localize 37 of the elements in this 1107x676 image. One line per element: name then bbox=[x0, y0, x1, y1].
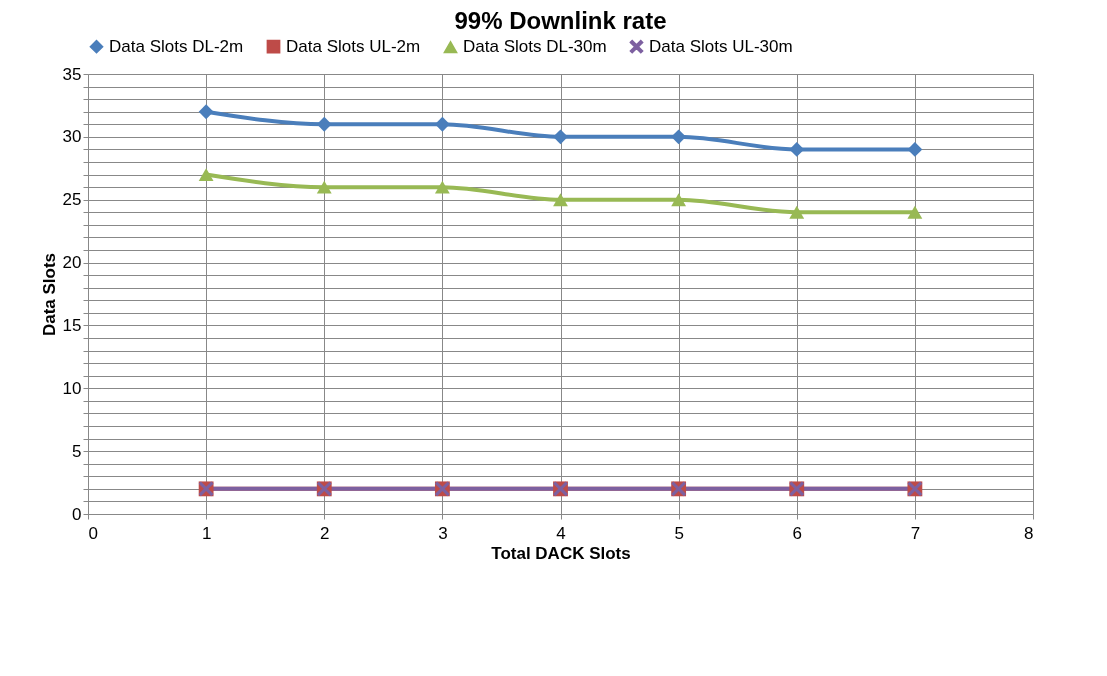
x-tick-label: 2 bbox=[320, 523, 330, 543]
x-tick-label: 7 bbox=[910, 523, 921, 543]
x-tick-label: 6 bbox=[792, 523, 802, 543]
x-tick-label: 3 bbox=[438, 523, 448, 543]
y-tick-label: 15 bbox=[62, 315, 82, 335]
y-axis-title: Data Slots bbox=[39, 252, 59, 337]
legend-label: Data Slots UL-30m bbox=[649, 36, 793, 56]
y-tick-label: 35 bbox=[62, 64, 82, 84]
point bbox=[907, 205, 923, 219]
legend-label: Data Slots UL-2m bbox=[286, 36, 421, 56]
point bbox=[198, 104, 214, 120]
y-tick-label: 25 bbox=[62, 190, 82, 210]
y-tick-label: 5 bbox=[72, 441, 82, 461]
point bbox=[553, 129, 568, 145]
x-tick-label: 8 bbox=[1024, 523, 1034, 543]
legend-label: Data Slots DL-2m bbox=[109, 36, 244, 56]
y-tick-label: 10 bbox=[62, 378, 82, 398]
x-axis-title: Total DACK Slots bbox=[491, 543, 631, 563]
point bbox=[198, 168, 214, 181]
point bbox=[316, 116, 332, 132]
y-tick-label: 0 bbox=[72, 504, 82, 524]
x-tick-label: 0 bbox=[88, 523, 98, 543]
point bbox=[789, 205, 805, 219]
x-tick-label: 5 bbox=[674, 523, 684, 543]
point bbox=[316, 180, 332, 194]
chart-title: 99% Downlink rate bbox=[454, 7, 667, 34]
x-tick-label: 1 bbox=[201, 523, 212, 543]
y-tick-label: 30 bbox=[62, 127, 82, 147]
point bbox=[671, 193, 687, 207]
legend-label: Data Slots DL-30m bbox=[463, 37, 607, 57]
point bbox=[907, 142, 923, 157]
point bbox=[553, 193, 568, 207]
x-tick-label: 4 bbox=[556, 523, 566, 543]
y-tick-label: 20 bbox=[62, 253, 82, 273]
point bbox=[434, 180, 450, 194]
point bbox=[789, 142, 805, 157]
point bbox=[434, 116, 450, 132]
